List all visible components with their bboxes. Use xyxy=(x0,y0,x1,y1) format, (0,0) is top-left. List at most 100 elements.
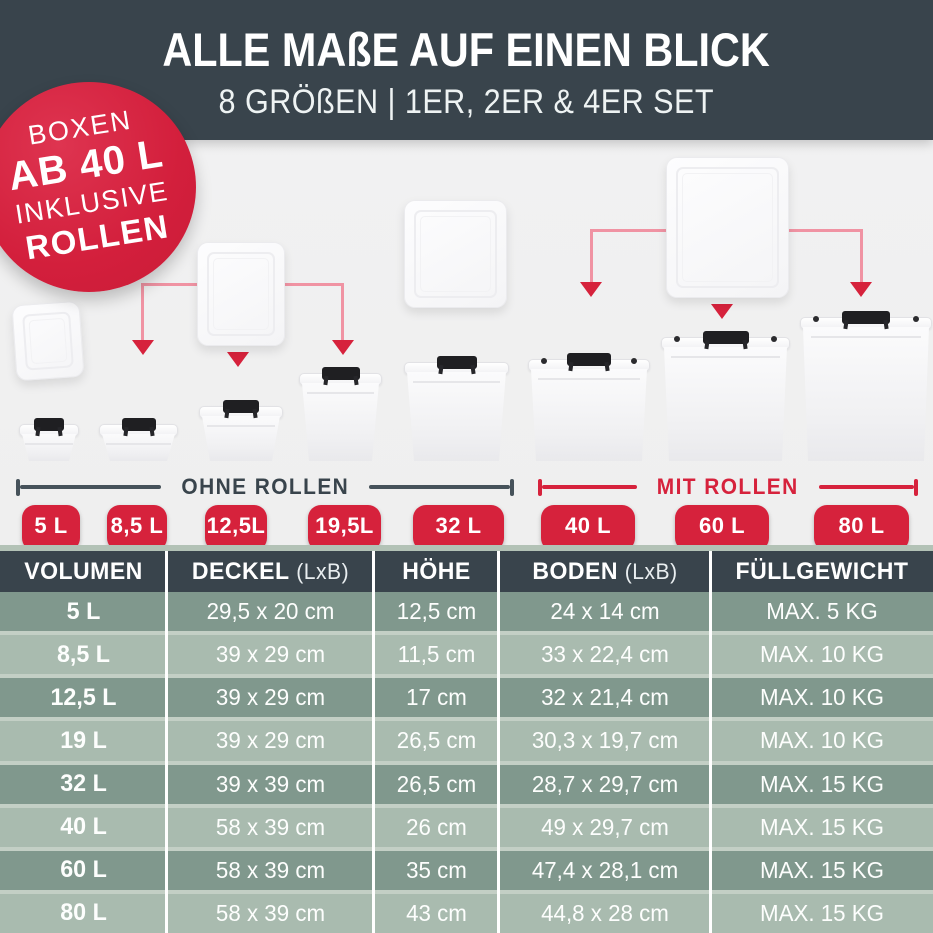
promo-badge: BOXEN AB 40 L INKLUSIVE ROLLEN xyxy=(0,82,196,292)
bracket-tick xyxy=(538,478,542,496)
box-clip-handle xyxy=(34,418,64,431)
table-row: 80 L 58 x 39 cm 43 cm 44,8 x 28 cm MAX. … xyxy=(0,889,933,933)
table-row: 8,5 L 39 x 29 cm 11,5 cm 33 x 22,4 cm MA… xyxy=(0,631,933,675)
cell-deckel: 39 x 29 cm xyxy=(215,641,326,668)
box-clip-handle xyxy=(223,400,259,413)
size-tag-19-5l: 19,5L xyxy=(308,505,381,551)
lid-58x39 xyxy=(666,157,789,298)
box-body xyxy=(803,327,929,461)
table-body: 5 L 29,5 x 20 cm 12,5 cm 24 x 14 cm MAX.… xyxy=(0,592,933,933)
connector-line-right-drop2 xyxy=(860,229,863,282)
cell-deckel: 58 x 39 cm xyxy=(215,899,326,926)
cell-hoehe: 12,5 cm xyxy=(396,598,477,625)
cell-gewicht: MAX. 15 KG xyxy=(759,770,884,797)
cell-volume: 19 L xyxy=(60,726,107,754)
wheel-icon xyxy=(674,336,680,342)
cell-gewicht: MAX. 15 KG xyxy=(759,856,884,883)
cell-hoehe: 17 cm xyxy=(406,684,467,711)
size-tag-40l: 40 L xyxy=(541,505,635,551)
cell-deckel: 39 x 39 cm xyxy=(215,770,326,797)
box-clip-handle xyxy=(842,311,890,324)
cell-deckel: 58 x 39 cm xyxy=(215,856,326,883)
box-clip-handle xyxy=(121,418,156,431)
cell-gewicht: MAX. 15 KG xyxy=(759,899,884,926)
cell-deckel: 39 x 29 cm xyxy=(215,727,326,754)
box-body xyxy=(407,372,506,461)
lid-5l xyxy=(11,300,85,382)
column-divider xyxy=(165,551,168,933)
group-mit-rollen: MIT ROLLEN xyxy=(538,474,918,499)
size-tag-60l: 60 L xyxy=(675,505,769,551)
connector-line-right-drop1 xyxy=(590,229,593,282)
cell-boden: 24 x 14 cm xyxy=(550,598,660,625)
box-clip-handle xyxy=(567,353,611,366)
arrow-down-icon xyxy=(580,282,602,297)
cell-volume: 60 L xyxy=(60,856,107,884)
bracket-line xyxy=(818,485,914,489)
page-subtitle: 8 GRÖßEN | 1ER, 2ER & 4ER SET xyxy=(218,83,715,121)
box-body xyxy=(102,434,175,461)
column-header-fuellgewicht: FÜLLGEWICHT xyxy=(735,557,909,585)
bracket-tick xyxy=(510,478,514,496)
cell-deckel: 58 x 39 cm xyxy=(215,813,326,840)
cell-volume: 80 L xyxy=(60,899,107,927)
wheel-icon xyxy=(813,316,819,322)
bracket-line xyxy=(20,485,161,489)
box-body xyxy=(531,369,647,461)
table-row: 40 L 58 x 39 cm 26 cm 49 x 29,7 cm MAX. … xyxy=(0,803,933,847)
cell-boden: 33 x 22,4 cm xyxy=(541,641,669,668)
size-tag-12-5l: 12,5L xyxy=(205,505,267,551)
cell-gewicht: MAX. 5 KG xyxy=(766,598,878,625)
group-label-ohne-rollen: OHNE ROLLEN xyxy=(181,474,349,499)
cell-gewicht: MAX. 15 KG xyxy=(759,813,884,840)
cell-hoehe: 43 cm xyxy=(406,899,467,926)
connector-line-left-drop2 xyxy=(341,283,344,340)
column-header-boden: BODEN (LxB) xyxy=(532,557,678,585)
column-divider xyxy=(497,551,500,933)
cell-volume: 40 L xyxy=(60,813,107,841)
cell-volume: 5 L xyxy=(66,597,101,625)
connector-line-left-drop1 xyxy=(141,283,144,340)
box-body xyxy=(202,416,280,461)
cell-boden: 44,8 x 28 cm xyxy=(541,899,669,926)
cell-gewicht: MAX. 10 KG xyxy=(759,641,884,668)
cell-hoehe: 26 cm xyxy=(406,813,467,840)
cell-hoehe: 26,5 cm xyxy=(396,727,477,754)
wheel-icon xyxy=(771,336,777,342)
arrow-down-icon xyxy=(332,340,354,355)
box-clip-handle xyxy=(321,367,360,380)
cell-hoehe: 11,5 cm xyxy=(397,641,476,668)
cell-volume: 8,5 L xyxy=(56,640,111,668)
arrow-down-icon xyxy=(132,340,154,355)
table-row: 32 L 39 x 39 cm 26,5 cm 28,7 x 29,7 cm M… xyxy=(0,760,933,804)
cell-hoehe: 35 cm xyxy=(406,856,467,883)
column-header-volumen: VOLUMEN xyxy=(24,557,143,585)
cell-boden: 28,7 x 29,7 cm xyxy=(531,770,679,797)
cell-boden: 30,3 x 19,7 cm xyxy=(531,727,679,754)
cell-hoehe: 26,5 cm xyxy=(396,770,477,797)
wheel-icon xyxy=(631,358,637,364)
size-tag-80l: 80 L xyxy=(814,505,909,551)
column-header-hoehe: HÖHE xyxy=(402,557,471,585)
bracket-tick xyxy=(16,478,20,496)
cell-deckel: 29,5 x 20 cm xyxy=(206,598,335,625)
table-row: 19 L 39 x 29 cm 26,5 cm 30,3 x 19,7 cm M… xyxy=(0,717,933,761)
size-table: VOLUMEN DECKEL (LxB) HÖHE BODEN (LxB) FÜLL… xyxy=(0,545,933,933)
table-header-row: VOLUMEN DECKEL (LxB) HÖHE BODEN (LxB) FÜLL… xyxy=(0,551,933,592)
column-divider xyxy=(709,551,712,933)
table-row: 5 L 29,5 x 20 cm 12,5 cm 24 x 14 cm MAX.… xyxy=(0,592,933,632)
column-header-deckel: DECKEL (LxB) xyxy=(191,557,350,585)
bracket-tick xyxy=(914,478,918,496)
size-tag-32l: 32 L xyxy=(413,505,504,551)
cell-gewicht: MAX. 10 KG xyxy=(759,727,884,754)
page-title: ALLE MAßE AUF EINEN BLICK xyxy=(162,23,771,76)
cell-boden: 32 x 21,4 cm xyxy=(541,684,669,711)
bracket-line xyxy=(542,485,638,489)
bracket-line xyxy=(369,485,510,489)
table-row: 12,5 L 39 x 29 cm 17 cm 32 x 21,4 cm MAX… xyxy=(0,674,933,718)
wheel-icon xyxy=(541,358,547,364)
wheel-icon xyxy=(913,316,919,322)
box-body xyxy=(664,347,787,461)
lid-39x29 xyxy=(197,242,285,346)
